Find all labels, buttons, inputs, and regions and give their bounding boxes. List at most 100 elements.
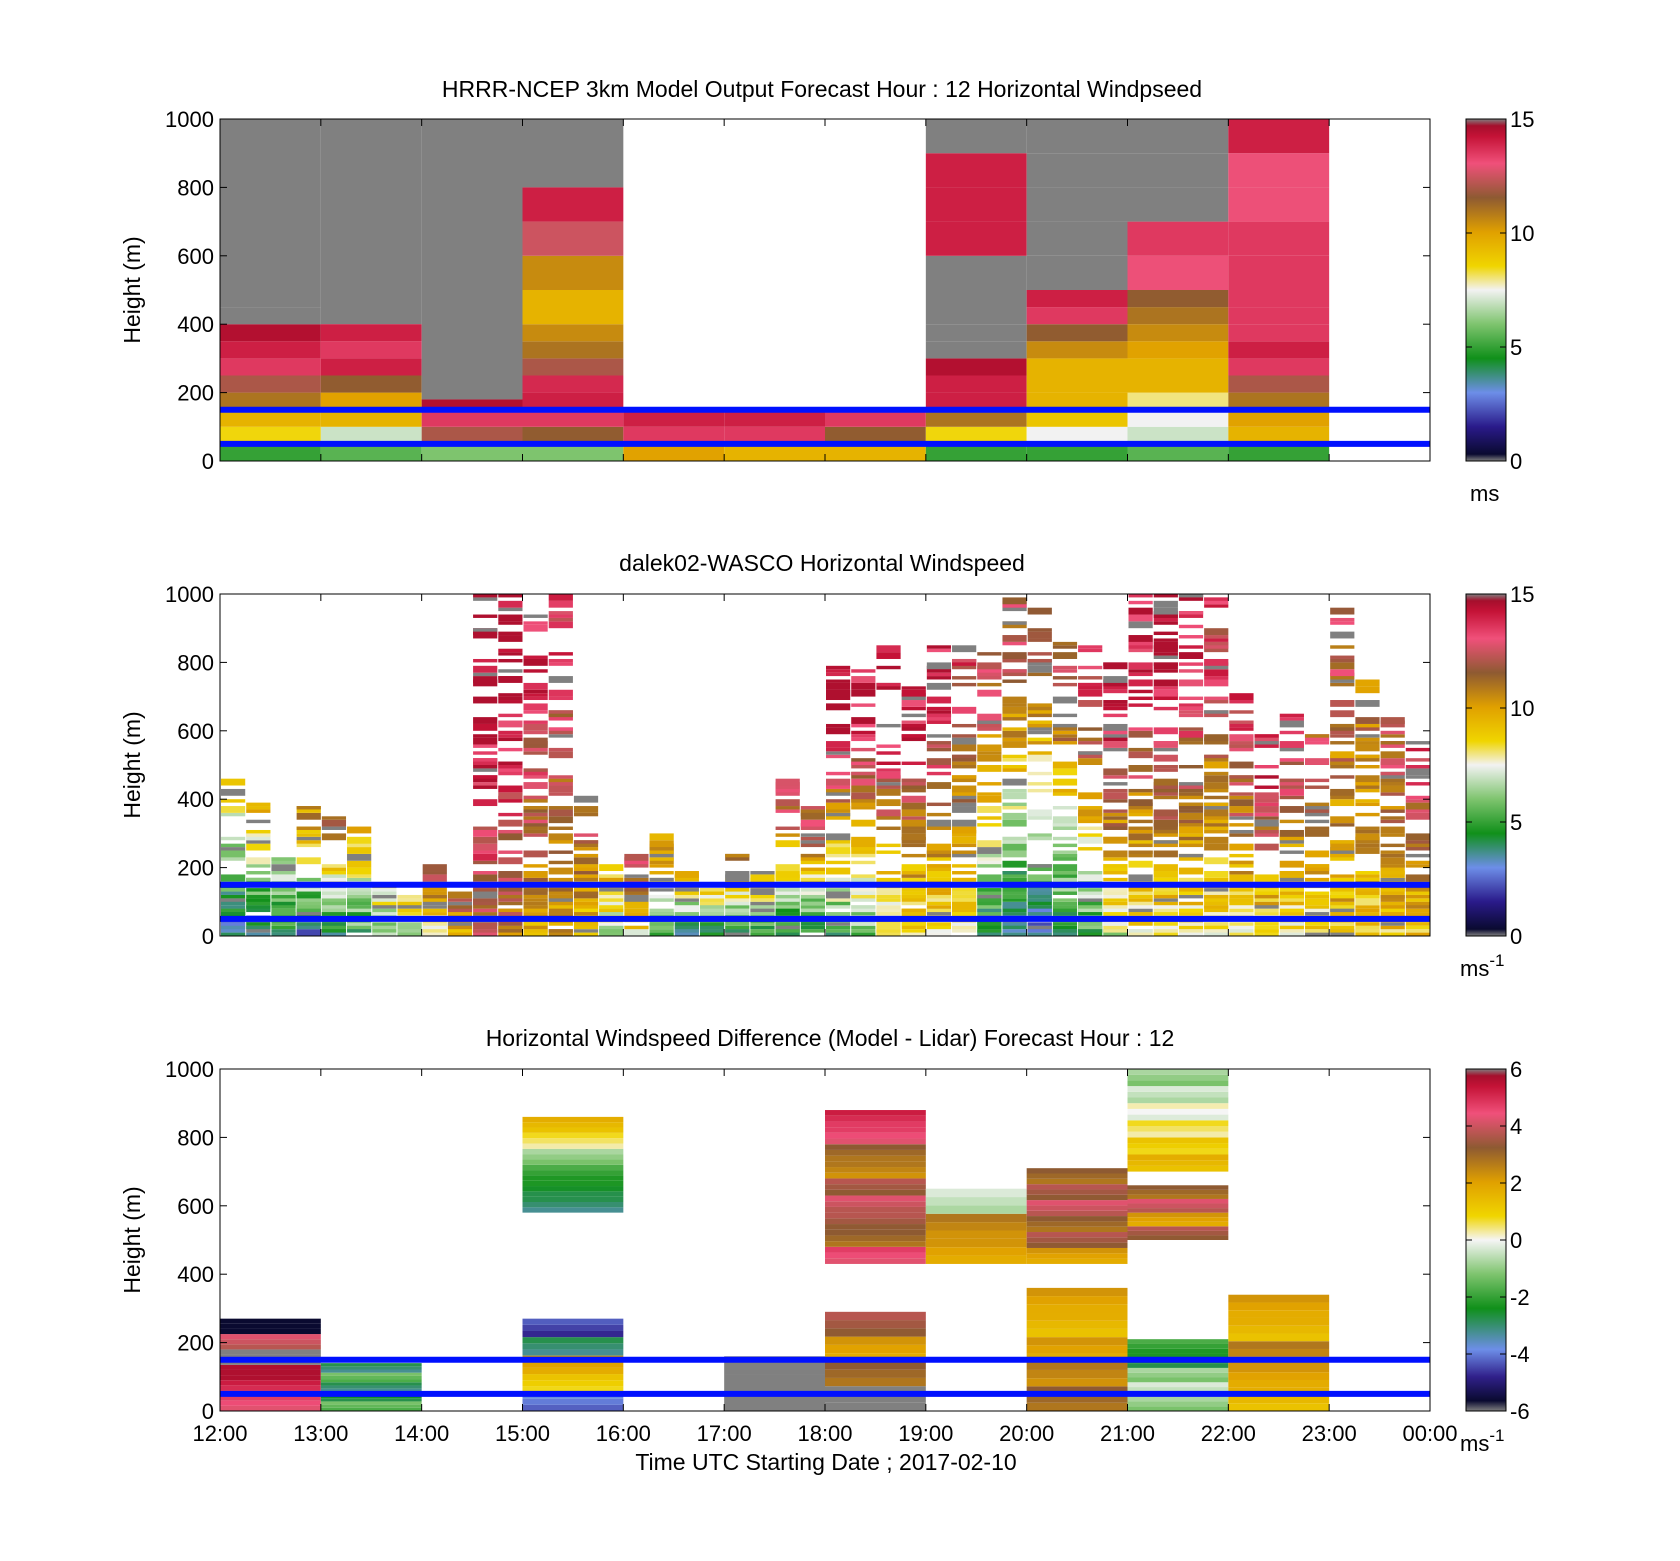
lidar-cell xyxy=(800,809,825,813)
difference-cell xyxy=(1026,1178,1128,1185)
lidar-cell xyxy=(1380,758,1405,765)
lidar-cell xyxy=(1027,874,1052,882)
lidar-cell xyxy=(523,898,548,902)
difference-cell xyxy=(320,1369,422,1373)
lidar-cell xyxy=(750,874,775,882)
lidar-cell xyxy=(926,741,952,745)
heatmap-cell xyxy=(522,255,624,290)
lidar-cell xyxy=(1254,912,1279,916)
difference-cell xyxy=(1127,1387,1229,1392)
lidar-cell xyxy=(1204,843,1229,851)
lidar-cell xyxy=(1380,833,1405,837)
lidar-cell xyxy=(246,806,271,810)
heatmap-cell xyxy=(623,409,725,427)
lidar-cell xyxy=(1103,816,1128,820)
lidar-cell xyxy=(523,682,548,690)
lidar-cell xyxy=(775,898,800,906)
difference-cell xyxy=(1228,1372,1330,1380)
lidar-cell xyxy=(1103,809,1128,813)
lidar-cell xyxy=(775,905,800,909)
lidar-cell xyxy=(775,912,800,916)
lidar-cell xyxy=(498,812,523,817)
lidar-cell xyxy=(1204,823,1229,830)
difference-cell xyxy=(925,1197,1027,1206)
lidar-cell xyxy=(1103,700,1128,704)
lidar-cell xyxy=(725,891,750,895)
y-tick-label: 800 xyxy=(177,1125,214,1150)
lidar-cell xyxy=(1002,792,1027,800)
heatmap-cell xyxy=(220,409,321,427)
lidar-cell xyxy=(321,833,347,841)
lidar-cell xyxy=(1355,723,1380,728)
lidar-cell xyxy=(624,877,649,885)
difference-cell xyxy=(1026,1328,1128,1338)
difference-cell xyxy=(925,1230,1027,1239)
lidar-cell xyxy=(725,929,750,933)
lidar-cell xyxy=(1178,792,1204,800)
lidar-cell xyxy=(1078,682,1103,687)
lidar-cell xyxy=(851,925,876,930)
lidar-cell xyxy=(1002,741,1027,748)
lidar-cell xyxy=(1380,894,1405,899)
lidar-cell xyxy=(321,894,347,899)
lidar-cell xyxy=(624,908,649,913)
difference-cell xyxy=(220,1339,321,1345)
lidar-cell xyxy=(1304,898,1330,906)
difference-cell xyxy=(522,1138,624,1144)
x-tick-label: 15:00 xyxy=(495,1421,550,1446)
heatmap-cells xyxy=(220,119,1330,461)
lidar-cell xyxy=(926,932,952,936)
difference-cell xyxy=(1127,1353,1229,1359)
lidar-cell xyxy=(851,905,876,909)
lidar-cell xyxy=(876,682,901,687)
lidar-cell xyxy=(1153,795,1178,800)
colorbar-unit: ms-1 xyxy=(1460,951,1504,981)
lidar-cell xyxy=(1027,665,1052,673)
missing-cell xyxy=(421,119,523,400)
y-tick-label: 0 xyxy=(202,924,214,949)
lidar-cell xyxy=(1279,730,1304,735)
lidar-cell xyxy=(1405,853,1430,858)
panel-title: Horizontal Windspeed Difference (Model -… xyxy=(486,1025,1175,1051)
lidar-cell xyxy=(1279,758,1304,762)
lidar-cell xyxy=(725,871,750,878)
lidar-cell xyxy=(271,929,296,933)
lidar-cell xyxy=(1229,761,1254,769)
lidar-cell xyxy=(1128,765,1153,772)
lidar-cell xyxy=(1103,689,1128,694)
lidar-cell xyxy=(952,754,977,762)
lidar-cell xyxy=(473,929,498,933)
lidar-cell xyxy=(901,689,926,697)
lidar-cell xyxy=(800,918,825,926)
heatmap-cell xyxy=(1127,187,1229,222)
lidar-cell xyxy=(1204,829,1229,834)
heatmap-cell xyxy=(1026,290,1128,308)
lidar-cell xyxy=(1178,918,1204,926)
lidar-cell xyxy=(649,894,674,899)
lidar-cell xyxy=(1254,888,1279,892)
lidar-cell xyxy=(447,901,473,906)
difference-cell xyxy=(1026,1205,1128,1211)
lidar-cell xyxy=(523,720,548,724)
lidar-cell xyxy=(1027,898,1052,906)
lidar-cell xyxy=(1355,829,1380,834)
lidar-cell xyxy=(498,600,523,608)
lidar-cell xyxy=(321,867,347,872)
lidar-cell xyxy=(1027,922,1052,926)
lidar-cell xyxy=(548,652,573,656)
lidar-cell xyxy=(977,751,1002,755)
difference-cell xyxy=(825,1206,926,1213)
x-ticks xyxy=(219,119,1431,461)
difference-cell xyxy=(320,1388,422,1392)
lidar-cell xyxy=(447,898,473,902)
panel-lidar-windspeed: dalek02-WASCO Horizontal Windspeed 02004… xyxy=(119,550,1534,981)
lidar-cell xyxy=(1229,860,1254,865)
y-axis-label: Height (m) xyxy=(119,711,145,818)
lidar-cell xyxy=(1204,676,1229,680)
lidar-cell xyxy=(1002,929,1027,933)
difference-cell xyxy=(1127,1217,1229,1222)
lidar-cell xyxy=(1355,843,1380,848)
lidar-cell xyxy=(977,888,1002,895)
lidar-cell xyxy=(498,761,523,765)
